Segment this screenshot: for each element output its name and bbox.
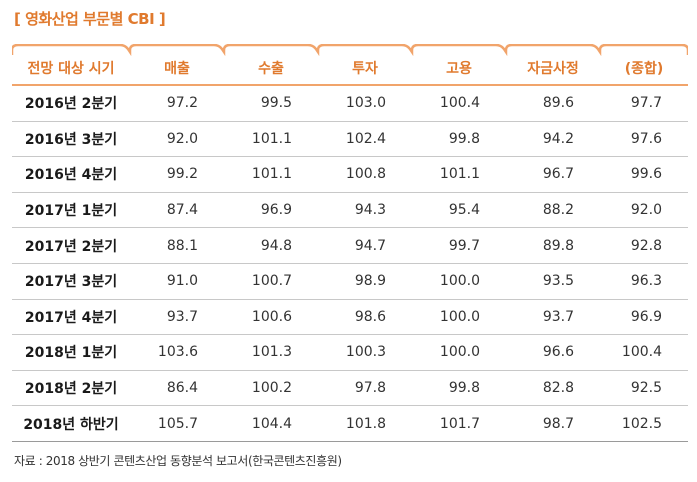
table-row: 2018년 하반기 105.7 104.4 101.8 101.7 98.7 102.5	[12, 405, 688, 442]
value-cell: 95.4	[412, 192, 506, 229]
table-row: 2016년 2분기 97.2 99.5 103.0 100.4 89.6 97.7	[12, 85, 688, 122]
value-cell: 93.7	[130, 299, 224, 336]
value-cell: 100.4	[412, 85, 506, 122]
value-cell: 99.2	[130, 156, 224, 193]
period-cell: 2017년 3분기	[12, 263, 130, 300]
column-header: 자금사정	[506, 52, 600, 86]
value-cell: 98.9	[318, 263, 412, 300]
value-cell: 97.8	[318, 370, 412, 407]
value-cell: 104.4	[224, 405, 318, 442]
value-cell: 96.9	[224, 192, 318, 229]
source-note: 자료 : 2018 상반기 콘텐츠산업 동향분석 보고서(한국콘텐츠진흥원)	[14, 454, 342, 468]
value-cell: 94.7	[318, 227, 412, 264]
table-row: 2017년 4분기 93.7 100.6 98.6 100.0 93.7 96.9	[12, 299, 688, 336]
value-cell: 100.8	[318, 156, 412, 193]
value-cell: 102.5	[600, 405, 688, 442]
value-cell: 87.4	[130, 192, 224, 229]
value-cell: 100.3	[318, 334, 412, 371]
period-cell: 2016년 2분기	[12, 85, 130, 122]
value-cell: 99.5	[224, 85, 318, 122]
value-cell: 100.4	[600, 334, 688, 371]
value-cell: 96.9	[600, 299, 688, 336]
value-cell: 97.6	[600, 121, 688, 158]
period-cell: 2017년 1분기	[12, 192, 130, 229]
value-cell: 96.3	[600, 263, 688, 300]
value-cell: 89.6	[506, 85, 600, 122]
value-cell: 101.7	[412, 405, 506, 442]
value-cell: 103.0	[318, 85, 412, 122]
value-cell: 100.0	[412, 263, 506, 300]
value-cell: 99.7	[412, 227, 506, 264]
value-cell: 101.1	[412, 156, 506, 193]
period-cell: 2017년 4분기	[12, 299, 130, 336]
value-cell: 96.6	[506, 334, 600, 371]
period-cell: 2016년 3분기	[12, 121, 130, 158]
value-cell: 94.8	[224, 227, 318, 264]
value-cell: 100.0	[412, 334, 506, 371]
value-cell: 100.0	[412, 299, 506, 336]
period-cell: 2018년 하반기	[12, 405, 130, 442]
table-row: 2017년 2분기 88.1 94.8 94.7 99.7 89.8 92.8	[12, 227, 688, 264]
header-tab-decoration	[12, 44, 688, 56]
value-cell: 96.7	[506, 156, 600, 193]
value-cell: 92.0	[600, 192, 688, 229]
value-cell: 86.4	[130, 370, 224, 407]
value-cell: 101.1	[224, 156, 318, 193]
table-row: 2016년 3분기 92.0 101.1 102.4 99.8 94.2 97.6	[12, 121, 688, 158]
table-row: 2018년 1분기 103.6 101.3 100.3 100.0 96.6 100.4	[12, 334, 688, 371]
value-cell: 99.8	[412, 370, 506, 407]
column-header: 매출	[130, 52, 224, 86]
value-cell: 100.7	[224, 263, 318, 300]
value-cell: 98.7	[506, 405, 600, 442]
value-cell: 102.4	[318, 121, 412, 158]
value-cell: 97.7	[600, 85, 688, 122]
period-cell: 2018년 2분기	[12, 370, 130, 407]
column-header: 고용	[412, 52, 506, 86]
column-header: 수출	[224, 52, 318, 86]
value-cell: 88.1	[130, 227, 224, 264]
column-header: 전망 대상 시기	[12, 52, 130, 86]
value-cell: 94.3	[318, 192, 412, 229]
period-cell: 2017년 2분기	[12, 227, 130, 264]
table-body: 2016년 2분기 97.2 99.5 103.0 100.4 89.6 97.7 2016년…	[12, 85, 688, 442]
table-row: 2018년 2분기 86.4 100.2 97.8 99.8 82.8 92.5	[12, 370, 688, 407]
value-cell: 105.7	[130, 405, 224, 442]
table-row: 2017년 1분기 87.4 96.9 94.3 95.4 88.2 92.0	[12, 192, 688, 229]
cbi-table: 전망 대상 시기 매출 수출 투자 고용 자금사정 (종합) 2016년 2분기 97.2 99…	[12, 52, 688, 442]
column-header: 투자	[318, 52, 412, 86]
table-row: 2017년 3분기 91.0 100.7 98.9 100.0 93.5 96.3	[12, 263, 688, 300]
value-cell: 101.3	[224, 334, 318, 371]
value-cell: 92.8	[600, 227, 688, 264]
period-cell: 2016년 4분기	[12, 156, 130, 193]
value-cell: 99.8	[412, 121, 506, 158]
value-cell: 99.6	[600, 156, 688, 193]
value-cell: 94.2	[506, 121, 600, 158]
value-cell: 82.8	[506, 370, 600, 407]
value-cell: 100.6	[224, 299, 318, 336]
value-cell: 101.8	[318, 405, 412, 442]
value-cell: 93.5	[506, 263, 600, 300]
value-cell: 89.8	[506, 227, 600, 264]
value-cell: 97.2	[130, 85, 224, 122]
value-cell: 93.7	[506, 299, 600, 336]
value-cell: 88.2	[506, 192, 600, 229]
period-cell: 2018년 1분기	[12, 334, 130, 371]
header-tab-line	[12, 44, 688, 56]
value-cell: 98.6	[318, 299, 412, 336]
column-header: (종합)	[600, 52, 688, 86]
header-row: 전망 대상 시기 매출 수출 투자 고용 자금사정 (종합)	[12, 52, 688, 86]
value-cell: 92.5	[600, 370, 688, 407]
table-title: [ 영화산업 부문별 CBI ]	[14, 10, 166, 28]
value-cell: 101.1	[224, 121, 318, 158]
table-row: 2016년 4분기 99.2 101.1 100.8 101.1 96.7 99.6	[12, 156, 688, 193]
value-cell: 91.0	[130, 263, 224, 300]
value-cell: 103.6	[130, 334, 224, 371]
value-cell: 100.2	[224, 370, 318, 407]
value-cell: 92.0	[130, 121, 224, 158]
